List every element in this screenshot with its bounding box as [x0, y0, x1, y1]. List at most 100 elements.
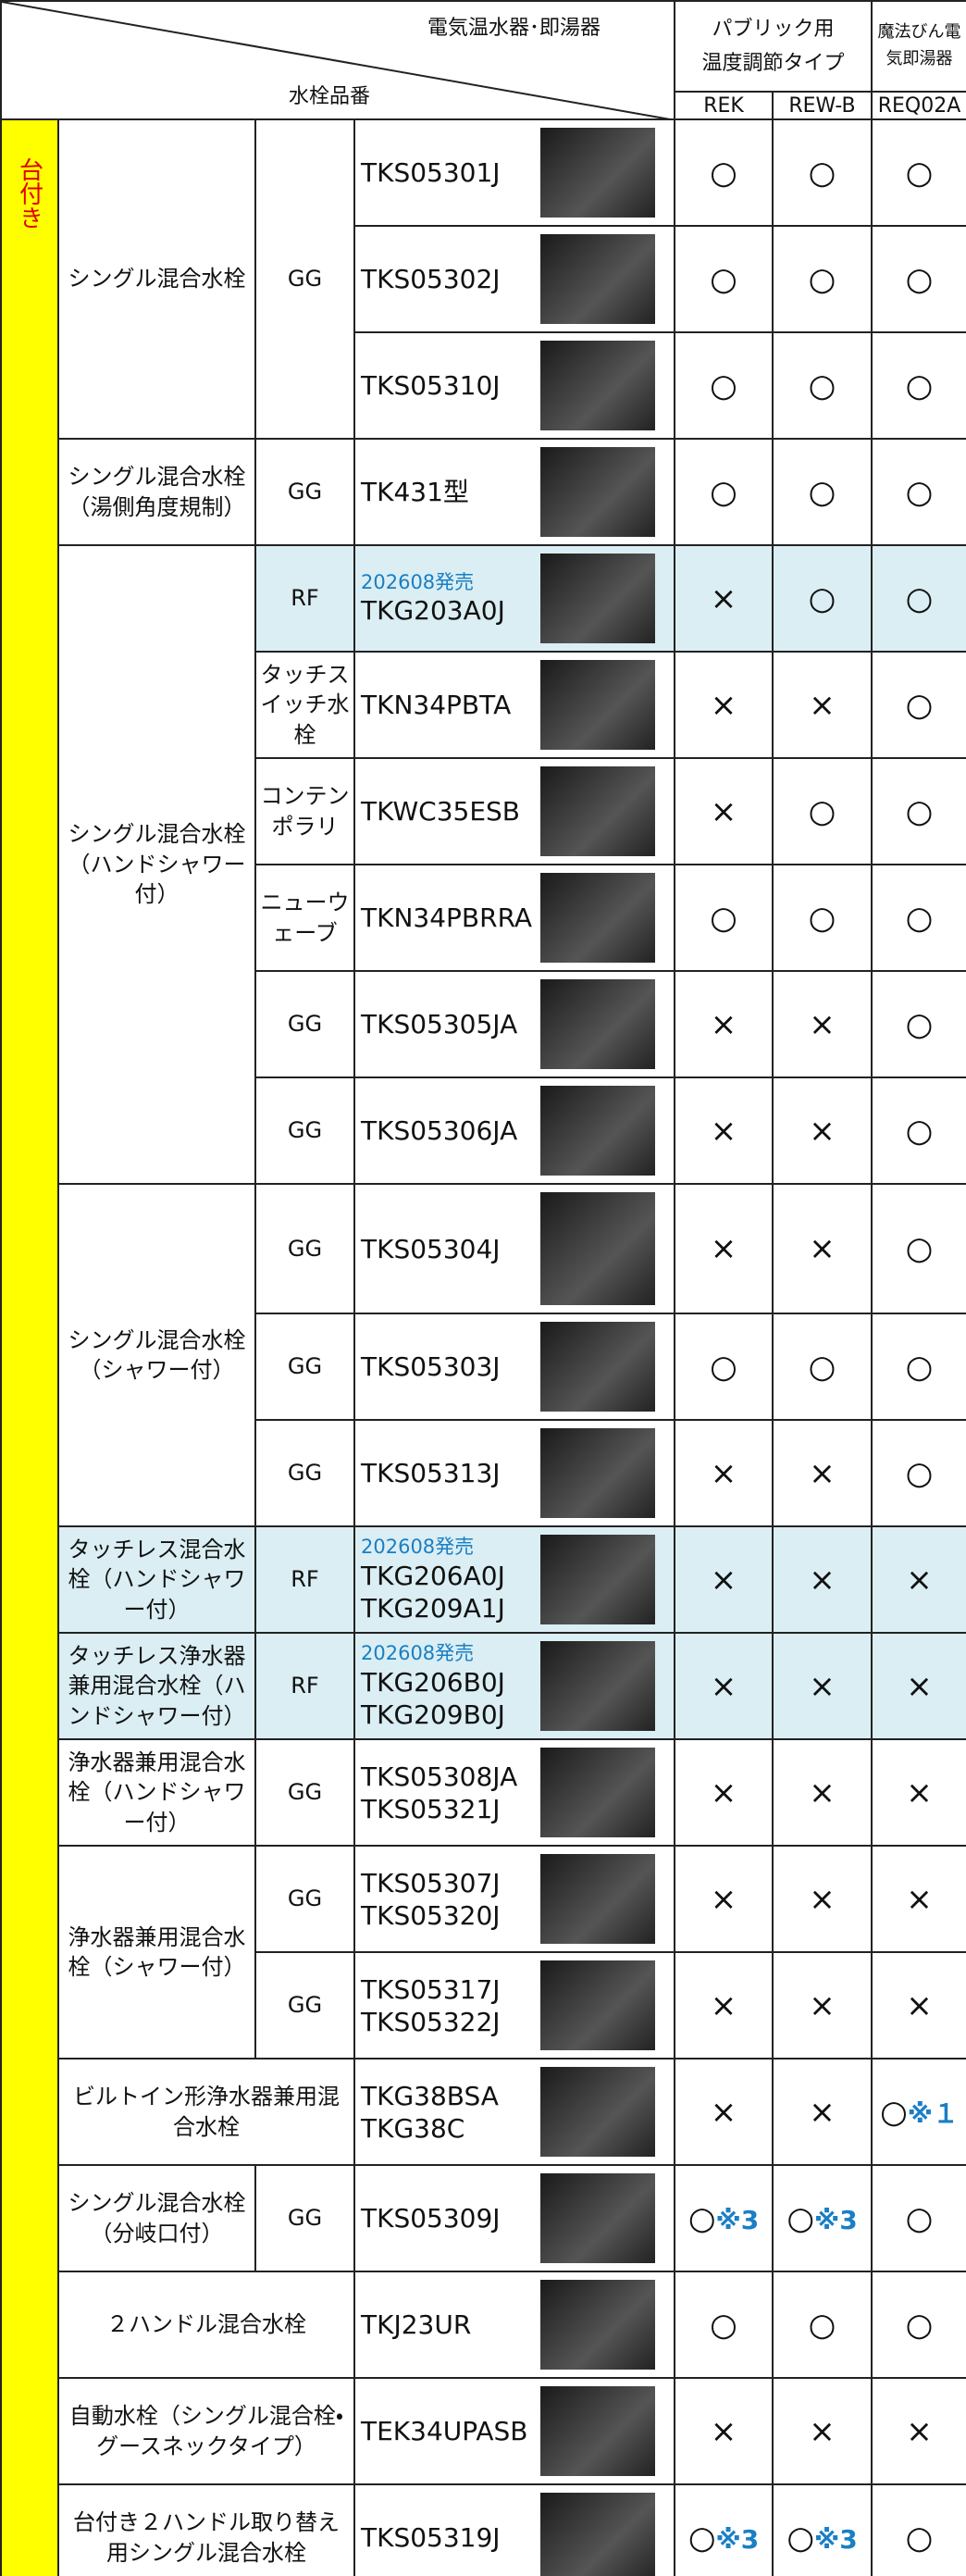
mark-cell: ○ — [871, 2271, 966, 2379]
mark: ○ — [808, 792, 836, 830]
mark: ○ — [808, 473, 836, 511]
product-image — [540, 341, 655, 430]
sub-cell: タッチスイッチ水栓 — [254, 651, 355, 759]
sub-label: ニューウェーブ — [260, 890, 350, 946]
row: GG TKS05313J × × ○ — [1, 1419, 966, 1527]
mark-cell: ○ — [871, 1076, 966, 1185]
row: 浄水器兼用混合水栓（シャワー付） GG TKS05307J TKS05320J × × × — [1, 1845, 966, 2060]
mark: ○ — [808, 2306, 836, 2344]
row: ビルトイン形浄水器兼用混合水栓 TKG38BSA TKG38C × × ○※１ — [1, 2058, 966, 2166]
sub-cell: GG — [254, 1183, 355, 1314]
product-image — [540, 2067, 655, 2157]
product-cell: TKG38BSA TKG38C — [353, 2058, 675, 2166]
product-image — [540, 660, 655, 750]
mark: × — [809, 1880, 836, 1918]
sub-label: GG — [287, 479, 323, 505]
product-cell: TEK34UPASB — [353, 2377, 675, 2485]
category-cell: 台付き２ハンドル取り替え用シングル混合水栓 — [57, 2483, 355, 2576]
sub-label: RF — [291, 1566, 319, 1593]
mark-note: ※3 — [813, 2204, 858, 2235]
sub-label: GG — [287, 2205, 323, 2232]
row: ニューウェーブ TKN34PBRRA ○ ○ ○ — [1, 864, 966, 972]
mark: × — [710, 1005, 737, 1043]
row: 台付き シングル混合水栓 GG TKS05301J ○ ○ ○ — [0, 118, 966, 2576]
mark-cell: × — [674, 544, 774, 653]
model: TKS05317J — [361, 1973, 501, 2005]
product-cell: TKWC35ESB — [353, 757, 675, 865]
mark: ○ — [710, 154, 737, 192]
mark: ○ — [808, 1348, 836, 1386]
mark-cell: ○※3 — [674, 2164, 774, 2272]
category: 浄水器兼用混合水栓（ハンドシャワー付） — [68, 1748, 246, 1836]
col-header: REQ02A — [871, 91, 966, 120]
model: TKG206B0J — [361, 1666, 505, 1698]
product-image — [540, 1192, 655, 1305]
group-label: パブリック用 — [712, 17, 835, 41]
product-image — [540, 766, 655, 856]
mark-cell: × — [674, 651, 774, 759]
product-cell: TKN34PBRRA — [353, 864, 675, 972]
mark-cell: × — [771, 2377, 873, 2485]
mark-cell: ○ — [871, 651, 966, 759]
category-cell: ２ハンドル混合水栓 — [57, 2271, 355, 2379]
mark-cell: ○ — [674, 438, 774, 546]
category-cell: タッチレス浄水器兼用混合水栓（ハンドシャワー付） — [57, 1632, 256, 1740]
row: シングル混合水栓（分岐口付） GG TKS05309J ○※3 ○※3 ○ — [1, 2164, 966, 2272]
mark: ○ — [905, 260, 934, 298]
row: タッチスイッチ水栓 TKN34PBTA × × ○ — [1, 651, 966, 759]
category-cell: 浄水器兼用混合水栓（ハンドシャワー付） — [57, 1738, 256, 1847]
row: ２ハンドル混合水栓 TKJ23UR ○ ○ ○ — [1, 2271, 966, 2379]
mark-cell: ○ — [771, 118, 873, 227]
mark-cell: ○ — [674, 225, 774, 333]
mark-cell: × — [771, 1632, 873, 1740]
sub-label: GG — [287, 1011, 323, 1038]
mark-cell: ○ — [871, 757, 966, 865]
sub-cell: GG — [254, 438, 355, 546]
product-cell: TKS05307J TKS05320J — [353, 1845, 675, 1953]
mark-cell: ○ — [674, 331, 774, 440]
mark-cell: × — [674, 1525, 774, 1634]
mark: × — [809, 1230, 836, 1267]
product-cell: TKS05301J — [353, 118, 675, 227]
product-cell: 202608発売 TKG206B0J TKG209B0J — [353, 1632, 675, 1740]
mark-cell: × — [771, 970, 873, 1078]
mark-cell: ○※3 — [771, 2483, 873, 2576]
mark: ○ — [710, 473, 737, 511]
mark-note: ※3 — [813, 2523, 858, 2555]
model: TKS05307J — [361, 1867, 501, 1898]
product-cell: 202608発売 TKG203A0J — [353, 544, 675, 653]
mark: × — [906, 1667, 933, 1705]
mark-cell: × — [771, 1525, 873, 1634]
product-image — [540, 2280, 655, 2370]
product-cell: TKS05302J — [353, 225, 675, 333]
mark: × — [906, 1561, 933, 1599]
row: タッチレス浄水器兼用混合水栓（ハンドシャワー付） RF 202608発売 TKG206… — [1, 1632, 966, 1740]
product-image — [540, 447, 655, 537]
category-cell: シングル混合水栓 — [57, 118, 256, 440]
mark: ○ — [905, 154, 934, 192]
mark: ○ — [710, 2306, 737, 2344]
mark-cell: × — [871, 2377, 966, 2485]
mark-cell: ○※１ — [871, 2058, 966, 2166]
mark: ○ — [808, 260, 836, 298]
side-label: 台付き — [15, 157, 43, 230]
mark: × — [809, 1005, 836, 1043]
sub-label: GG — [287, 1460, 323, 1487]
product-image — [540, 1641, 655, 1731]
product-cell: TKN34PBTA — [353, 651, 675, 759]
category: シングル混合水栓 — [68, 266, 246, 292]
product-cell: 202608発売 TKG206A0J TKG209A1J — [353, 1525, 675, 1634]
row: 台付き２ハンドル取り替え用シングル混合水栓 TKS05319J ○※3 ○※3 ○ — [1, 2483, 966, 2576]
model: TKS05301J — [361, 157, 501, 188]
mark: × — [809, 1986, 836, 2024]
model: TKG38BSA — [361, 2080, 499, 2111]
sub-label: タッチスイッチ水栓 — [260, 661, 350, 748]
category: 台付き２ハンドル取り替え用シングル混合水栓 — [73, 2509, 340, 2566]
sub-label: GG — [287, 1117, 323, 1144]
sub-cell: GG — [254, 1845, 355, 1953]
col-header: REW-B — [771, 91, 873, 120]
mark-cell: × — [674, 1419, 774, 1527]
category-cell: シングル混合水栓（ハンドシャワー付） — [57, 544, 256, 1185]
mark-cell: × — [674, 1845, 774, 1953]
mark-cell: × — [771, 1845, 873, 1953]
